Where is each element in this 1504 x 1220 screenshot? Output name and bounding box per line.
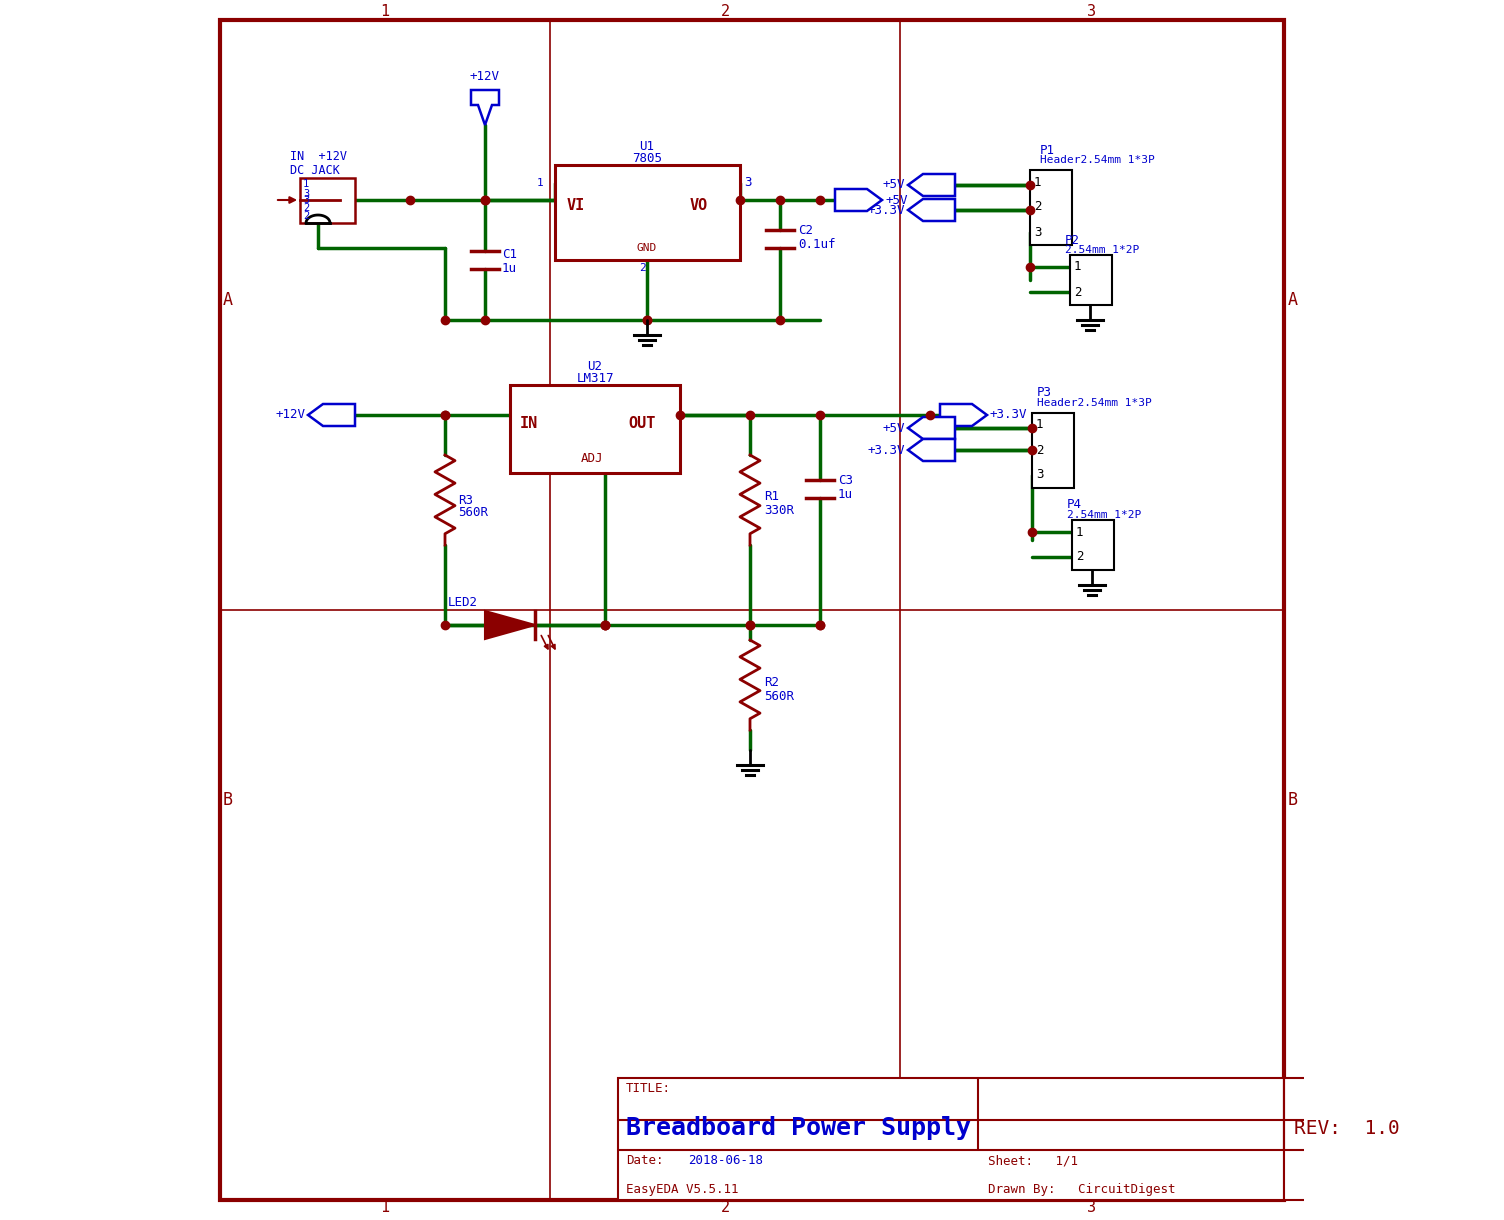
Text: 1: 1 xyxy=(1075,526,1083,538)
Text: Breadboard Power Supply: Breadboard Power Supply xyxy=(626,1116,972,1139)
Text: 2018-06-18: 2018-06-18 xyxy=(687,1154,763,1168)
Polygon shape xyxy=(908,199,955,221)
Text: 330R: 330R xyxy=(764,504,794,516)
Text: 2: 2 xyxy=(302,203,310,214)
Text: 1: 1 xyxy=(302,179,310,189)
Text: LED2: LED2 xyxy=(448,595,478,609)
Text: IN  +12V: IN +12V xyxy=(290,150,347,163)
Text: A: A xyxy=(1287,292,1298,309)
Text: R2: R2 xyxy=(764,676,779,688)
Text: 2: 2 xyxy=(639,264,647,273)
Text: +12V: +12V xyxy=(469,71,499,83)
Polygon shape xyxy=(908,439,955,461)
Text: 1: 1 xyxy=(1036,418,1044,432)
Text: 2: 2 xyxy=(720,5,729,20)
Text: B: B xyxy=(1287,791,1298,809)
Text: U2: U2 xyxy=(588,360,603,373)
Text: GND: GND xyxy=(636,243,657,253)
Text: 3: 3 xyxy=(1087,5,1096,20)
Text: 0.1uf: 0.1uf xyxy=(799,238,836,251)
Text: REV:  1.0: REV: 1.0 xyxy=(1293,1119,1400,1137)
Bar xyxy=(510,386,680,473)
Text: +3.3V: +3.3V xyxy=(868,444,905,456)
Text: 3: 3 xyxy=(1036,468,1044,482)
Text: 2: 2 xyxy=(1074,285,1081,299)
Text: IN: IN xyxy=(520,416,538,431)
Polygon shape xyxy=(471,90,499,124)
Text: 2.54mm 1*2P: 2.54mm 1*2P xyxy=(1066,510,1142,520)
Bar xyxy=(618,1078,1284,1200)
Text: ADJ: ADJ xyxy=(581,453,603,466)
Text: 2: 2 xyxy=(302,211,310,221)
Text: +5V: +5V xyxy=(883,421,905,434)
Text: Sheet:   1/1: Sheet: 1/1 xyxy=(988,1154,1078,1168)
Bar xyxy=(299,178,355,223)
Bar xyxy=(1030,170,1072,245)
Text: 1: 1 xyxy=(381,1200,390,1215)
Text: 1: 1 xyxy=(1035,176,1041,189)
Text: 1: 1 xyxy=(381,5,390,20)
Bar xyxy=(1069,255,1111,305)
Text: OUT: OUT xyxy=(629,416,656,431)
Text: VI: VI xyxy=(567,199,585,214)
Text: VO: VO xyxy=(690,199,708,214)
Bar xyxy=(1072,520,1114,570)
Text: 3: 3 xyxy=(1035,226,1041,238)
Text: 1u: 1u xyxy=(838,488,853,501)
Text: EasyEDA V5.5.11: EasyEDA V5.5.11 xyxy=(626,1183,738,1197)
Text: LM317: LM317 xyxy=(576,372,614,384)
Text: C2: C2 xyxy=(799,223,814,237)
Text: +3.3V: +3.3V xyxy=(990,409,1027,421)
Text: +5V: +5V xyxy=(883,178,905,192)
Text: Drawn By:   CircuitDigest: Drawn By: CircuitDigest xyxy=(988,1183,1176,1197)
Text: 3: 3 xyxy=(302,189,310,199)
Text: P2: P2 xyxy=(1065,233,1080,246)
Text: P4: P4 xyxy=(1066,499,1081,511)
Text: 1: 1 xyxy=(537,178,543,188)
Bar xyxy=(555,165,740,260)
Text: Header2.54mm 1*3P: Header2.54mm 1*3P xyxy=(1036,398,1152,407)
Text: 2: 2 xyxy=(1036,444,1044,456)
Text: U1: U1 xyxy=(639,140,654,154)
Text: 1: 1 xyxy=(1074,261,1081,273)
Text: 3: 3 xyxy=(744,177,752,189)
Text: Header2.54mm 1*3P: Header2.54mm 1*3P xyxy=(1039,155,1155,165)
Polygon shape xyxy=(908,174,955,196)
Text: 2: 2 xyxy=(1075,550,1083,564)
Text: 3: 3 xyxy=(1087,1200,1096,1215)
Text: 560R: 560R xyxy=(459,506,487,520)
Polygon shape xyxy=(940,404,987,426)
Text: R1: R1 xyxy=(764,490,779,504)
Text: +3.3V: +3.3V xyxy=(868,204,905,216)
Text: +5V: +5V xyxy=(884,194,907,206)
Text: 3: 3 xyxy=(302,195,310,205)
Text: 2.54mm 1*2P: 2.54mm 1*2P xyxy=(1065,245,1139,255)
Polygon shape xyxy=(484,611,535,639)
Text: 7805: 7805 xyxy=(632,151,662,165)
Text: Date:: Date: xyxy=(626,1154,663,1168)
Bar xyxy=(1284,1078,1504,1200)
Polygon shape xyxy=(835,189,881,211)
Bar xyxy=(1032,414,1074,488)
Text: TITLE:: TITLE: xyxy=(626,1081,671,1094)
Text: B: B xyxy=(223,791,233,809)
Text: 560R: 560R xyxy=(764,689,794,703)
Text: 1u: 1u xyxy=(502,261,517,274)
Text: 2: 2 xyxy=(720,1200,729,1215)
Text: A: A xyxy=(223,292,233,309)
Text: P3: P3 xyxy=(1036,387,1051,399)
Text: +12V: +12V xyxy=(275,409,305,421)
Text: C3: C3 xyxy=(838,473,853,487)
Text: P1: P1 xyxy=(1039,144,1054,156)
Text: R3: R3 xyxy=(459,494,472,506)
Polygon shape xyxy=(908,417,955,439)
Text: C1: C1 xyxy=(502,249,517,261)
Text: 2: 2 xyxy=(1035,200,1041,214)
Polygon shape xyxy=(308,404,355,426)
Text: DC JACK: DC JACK xyxy=(290,163,340,177)
